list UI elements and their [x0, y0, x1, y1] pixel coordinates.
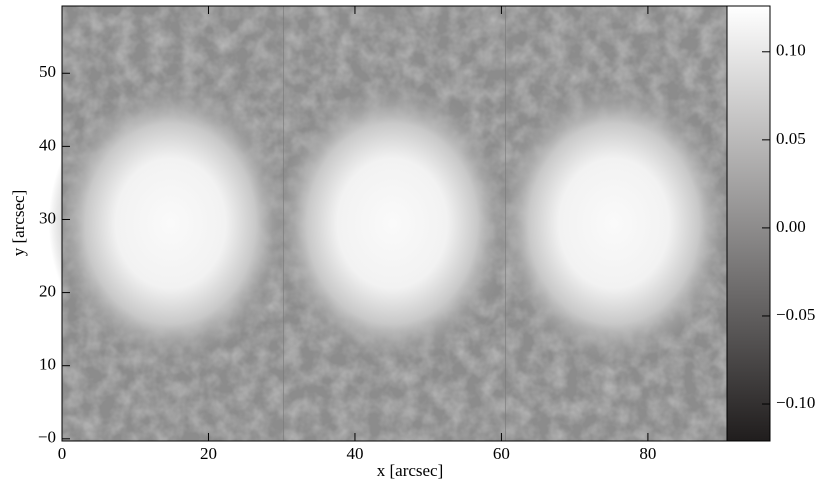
colorbar [726, 5, 771, 442]
x-tick-label: 60 [493, 444, 510, 463]
colorbar-tick-label: −0.10 [776, 393, 815, 412]
sunspot-glow [492, 79, 736, 368]
y-tick-label: 10 [39, 355, 56, 374]
y-tick-label: 40 [39, 135, 56, 154]
x-tick-label: 20 [200, 444, 217, 463]
colorbar-tick-label: −0.05 [776, 305, 815, 324]
x-axis-label: x [arcsec] [377, 461, 444, 480]
colorbar-tick-label: 0.00 [776, 217, 806, 236]
x-tick-label: 0 [58, 444, 67, 463]
y-tick-label: 20 [39, 281, 56, 300]
y-tick-label: 30 [39, 208, 56, 227]
colorbar-tick-label: 0.10 [776, 41, 806, 60]
y-tick-label: 50 [39, 62, 56, 81]
x-tick-label: 40 [346, 444, 363, 463]
colorbar-tick-label: 0.05 [776, 129, 806, 148]
sunspot-glow [48, 79, 293, 368]
y-tick-label: −0 [38, 428, 56, 447]
sunspot-glow [270, 79, 515, 368]
y-axis-label: y [arcsec] [9, 190, 28, 257]
x-tick-label: 80 [639, 444, 656, 463]
